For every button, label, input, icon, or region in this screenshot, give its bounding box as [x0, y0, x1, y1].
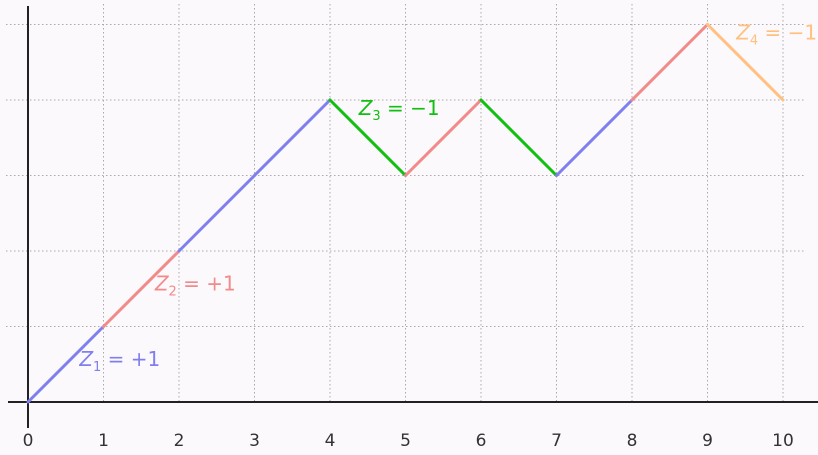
x-tick-label: 0 [23, 431, 34, 451]
label-layer: Z1 = +1 Z2 = +1 Z3 = −1 Z4 = −1 [78, 21, 817, 375]
x-tick-label: 6 [476, 431, 487, 451]
x-tick-label: 2 [174, 431, 185, 451]
grid-layer [6, 4, 804, 402]
walk-segment [255, 100, 331, 176]
x-tick-label: 9 [702, 431, 713, 451]
step-annotation: Z2 = +1 [154, 271, 236, 299]
x-tick-label: 5 [400, 431, 411, 451]
x-tick-label: 7 [551, 431, 562, 451]
x-tick-label: 8 [627, 431, 638, 451]
x-tick-label: 10 [772, 431, 794, 451]
x-tick-label: 1 [98, 431, 109, 451]
step-annotation: Z4 = −1 [735, 21, 817, 49]
step-annotation: Z1 = +1 [78, 347, 160, 375]
walk-segment [557, 100, 633, 176]
axis-layer: 0 1 2 3 4 5 6 7 8 9 10 [8, 6, 818, 451]
x-tick-label: 4 [325, 431, 336, 451]
walk-segment [179, 176, 255, 252]
x-tick-label: 3 [249, 431, 260, 451]
step-annotation: Z3 = −1 [358, 96, 440, 124]
walk-segment [481, 100, 557, 176]
walk-segment [632, 25, 708, 101]
